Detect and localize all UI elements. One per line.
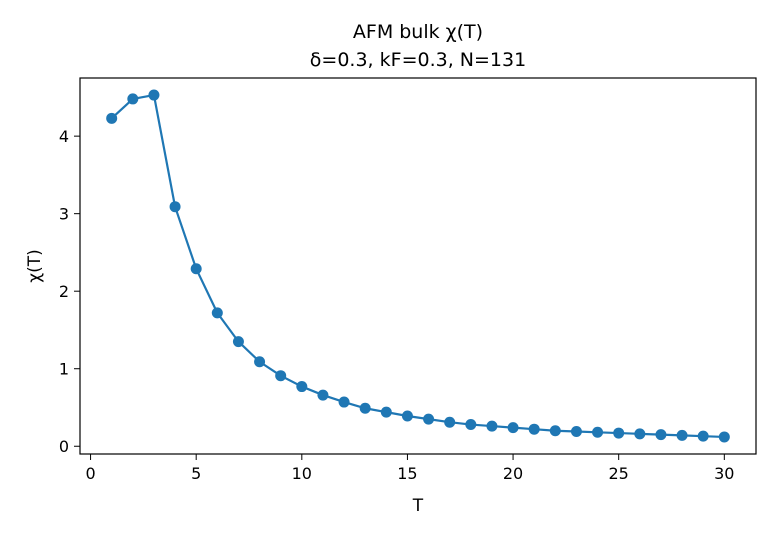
data-point	[507, 422, 519, 434]
x-tick-label: 5	[191, 464, 201, 483]
data-point	[211, 307, 223, 319]
y-axis-label: χ(T)	[25, 249, 45, 282]
y-tick-label: 0	[59, 437, 69, 456]
data-point	[549, 425, 561, 437]
data-point	[718, 431, 730, 443]
x-tick-label: 20	[503, 464, 523, 483]
data-point	[444, 416, 456, 428]
y-tick-label: 2	[59, 282, 69, 301]
data-point	[106, 112, 118, 124]
data-point	[676, 429, 688, 441]
y-tick-label: 4	[59, 127, 69, 146]
data-point	[423, 413, 435, 425]
y-axis-ticks: 0 1 2 3 4	[59, 127, 80, 456]
data-point	[465, 419, 477, 431]
plot-area	[79, 77, 757, 455]
data-point	[486, 420, 498, 432]
data-point	[148, 89, 160, 101]
x-tick-label: 15	[397, 464, 417, 483]
y-tick-label: 1	[59, 360, 69, 379]
data-point	[401, 410, 413, 422]
x-tick-label: 10	[292, 464, 312, 483]
data-point	[254, 356, 266, 368]
data-point	[317, 389, 329, 401]
x-tick-label: 25	[609, 464, 629, 483]
data-point	[697, 430, 709, 442]
chart-title: AFM bulk χ(T)	[353, 21, 483, 43]
chart-subtitle: δ=0.3, kF=0.3, N=131	[310, 49, 526, 71]
data-point	[127, 93, 139, 105]
data-point	[613, 427, 625, 439]
data-point	[380, 406, 392, 418]
plot-frame	[79, 77, 757, 455]
data-point	[655, 429, 667, 441]
data-point	[528, 423, 540, 435]
data-point	[592, 426, 604, 438]
data-point	[634, 428, 646, 440]
x-axis-label: T	[412, 496, 424, 516]
series-layer	[106, 89, 730, 443]
x-tick-label: 0	[85, 464, 95, 483]
y-tick-label: 3	[59, 205, 69, 224]
data-point	[296, 381, 308, 393]
data-point	[190, 263, 202, 275]
data-point	[570, 426, 582, 438]
data-point	[232, 336, 244, 348]
data-point	[169, 201, 181, 213]
x-tick-label: 30	[714, 464, 734, 483]
x-axis-ticks: 0 5 10 15 20 25 30	[85, 454, 734, 483]
data-point	[275, 370, 287, 382]
data-point	[359, 402, 371, 414]
data-point	[338, 396, 350, 408]
